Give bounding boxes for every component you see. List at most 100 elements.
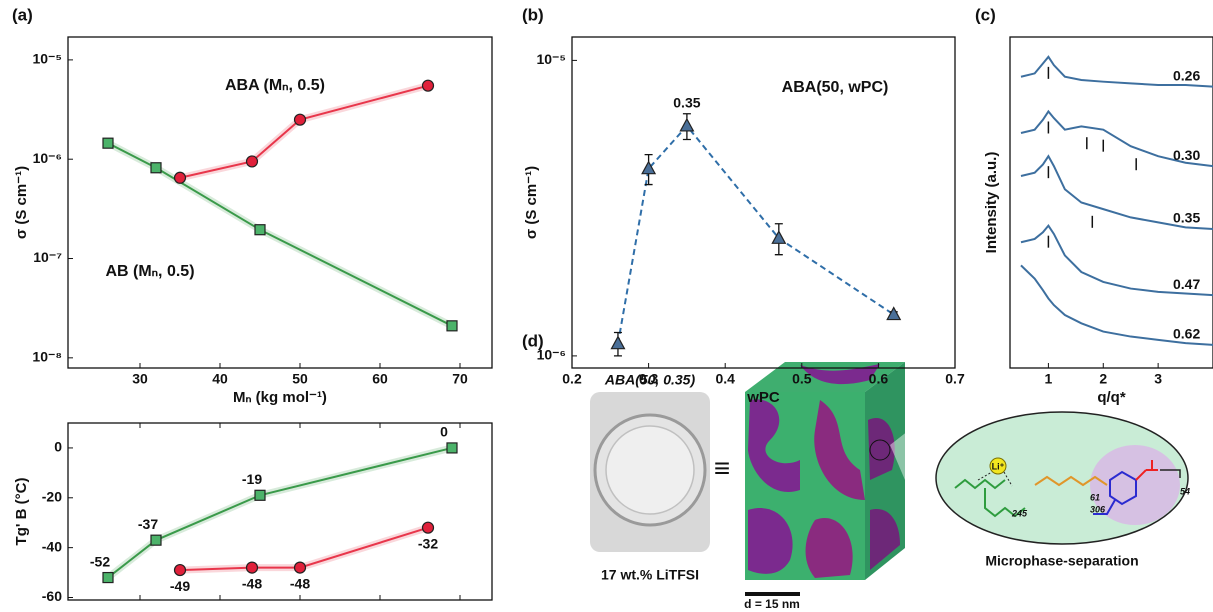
marker xyxy=(150,162,162,174)
series-line xyxy=(107,142,453,327)
data-label: -52 xyxy=(90,553,110,569)
data-label: -37 xyxy=(138,516,158,532)
marker xyxy=(446,442,458,454)
plot-frame xyxy=(67,422,493,601)
x-tick-label: 70 xyxy=(452,371,468,387)
y-tick-label: -20 xyxy=(42,488,62,504)
y-tick-label: 10⁻⁷ xyxy=(33,249,62,265)
series-label: 0.30 xyxy=(1173,147,1200,163)
y-tick-label: -60 xyxy=(42,588,62,604)
marker xyxy=(771,230,787,244)
x-tick-label: 2 xyxy=(1099,371,1107,387)
panel-label: (c) xyxy=(975,5,996,24)
annotation: ABA (Mₙ, 0.5) xyxy=(225,77,325,94)
marker xyxy=(173,171,187,184)
line-band xyxy=(105,444,453,581)
y-axis-label: Tg' B (°C) xyxy=(13,478,30,546)
x-tick-label: 40 xyxy=(212,371,228,387)
x-axis-label: q/q* xyxy=(1097,389,1125,406)
ion-label: Li⁺ xyxy=(992,461,1005,471)
y-tick-label: 10⁻⁵ xyxy=(32,51,62,67)
series-line xyxy=(1020,223,1213,297)
series-line xyxy=(107,446,453,579)
marker xyxy=(293,113,307,126)
panel-label: (d) xyxy=(522,331,544,350)
x-tick-label: 0.6 xyxy=(869,371,889,387)
y-axis-label: Intensity (a.u.) xyxy=(983,152,1000,254)
scale-label: d = 15 nm xyxy=(744,597,800,611)
series-line xyxy=(616,124,895,344)
series-line xyxy=(1020,154,1213,230)
inset-caption: Microphase-separation xyxy=(985,553,1138,569)
y-tick-label: 10⁻⁸ xyxy=(32,349,62,365)
data-label: 0 xyxy=(440,424,448,440)
plot-frame xyxy=(1009,36,1213,369)
panel-label: (a) xyxy=(12,5,33,24)
marker xyxy=(679,117,695,132)
data-label: -48 xyxy=(242,575,262,591)
x-axis-label: wPC xyxy=(746,389,780,406)
y-tick-label: 10⁻⁶ xyxy=(537,347,566,363)
marker xyxy=(102,137,114,149)
morphology-cube xyxy=(745,362,935,580)
series-label: 0.35 xyxy=(1173,210,1200,226)
series-line xyxy=(1020,55,1213,88)
x-tick-label: 60 xyxy=(372,371,388,387)
series-label: 0.26 xyxy=(1173,67,1200,83)
repeat-label: 61 xyxy=(1090,492,1100,502)
marker xyxy=(245,155,259,168)
series-line xyxy=(1020,264,1213,346)
x-tick-label: 0.2 xyxy=(562,371,582,387)
marker xyxy=(173,563,187,577)
x-axis-label: Mₙ (kg mol⁻¹) xyxy=(233,389,327,406)
marker xyxy=(421,521,435,534)
y-tick-label: 0 xyxy=(54,439,62,455)
plot-frame xyxy=(67,36,493,369)
marker xyxy=(886,306,902,321)
annotation: AB (Mₙ, 0.5) xyxy=(105,263,194,280)
marker xyxy=(446,320,458,332)
marker xyxy=(254,489,266,501)
y-tick-label: 10⁻⁵ xyxy=(536,51,566,67)
y-tick-label: -40 xyxy=(42,538,62,554)
marker xyxy=(641,160,657,175)
line-band xyxy=(179,82,429,182)
x-tick-label: 3 xyxy=(1154,371,1162,387)
y-axis-label: σ (S cm⁻¹) xyxy=(13,166,30,239)
salt-label: 17 wt.% LiTFSI xyxy=(601,567,699,583)
chemistry-inset xyxy=(935,411,1189,545)
y-axis-label: σ (S cm⁻¹) xyxy=(523,166,540,239)
x-tick-label: 50 xyxy=(292,371,308,387)
series-line xyxy=(1020,109,1213,168)
x-tick-label: 0.3 xyxy=(639,371,659,387)
series-label: 0.47 xyxy=(1173,276,1200,292)
x-tick-label: 30 xyxy=(132,371,148,387)
repeat-label: 306 xyxy=(1090,504,1106,514)
sample-photo xyxy=(590,392,710,552)
repeat-label: 54 xyxy=(1180,486,1190,496)
series-label: 0.62 xyxy=(1173,326,1200,342)
marker xyxy=(245,561,259,574)
series-line xyxy=(179,84,429,179)
x-tick-label: 0.7 xyxy=(945,371,965,387)
marker xyxy=(150,534,162,546)
data-label: -32 xyxy=(418,535,438,551)
marker xyxy=(421,79,435,92)
x-tick-label: 0.5 xyxy=(792,371,812,387)
data-label: 0.35 xyxy=(673,95,700,111)
data-label: -48 xyxy=(290,575,310,591)
repeat-label: 245 xyxy=(1011,508,1028,518)
y-tick-label: 10⁻⁶ xyxy=(33,150,62,166)
annotation: ABA(50, wPC) xyxy=(782,79,889,96)
x-tick-label: 0.4 xyxy=(715,371,735,387)
series-line xyxy=(179,526,429,572)
marker xyxy=(254,224,266,236)
x-tick-label: 1 xyxy=(1045,371,1053,387)
marker xyxy=(102,571,114,584)
marker xyxy=(610,335,626,350)
panel-label: (b) xyxy=(522,5,544,24)
sample-label: ABA(50, 0.35) xyxy=(604,372,696,388)
equivalence: ≡ xyxy=(714,452,730,483)
marker xyxy=(293,561,307,574)
